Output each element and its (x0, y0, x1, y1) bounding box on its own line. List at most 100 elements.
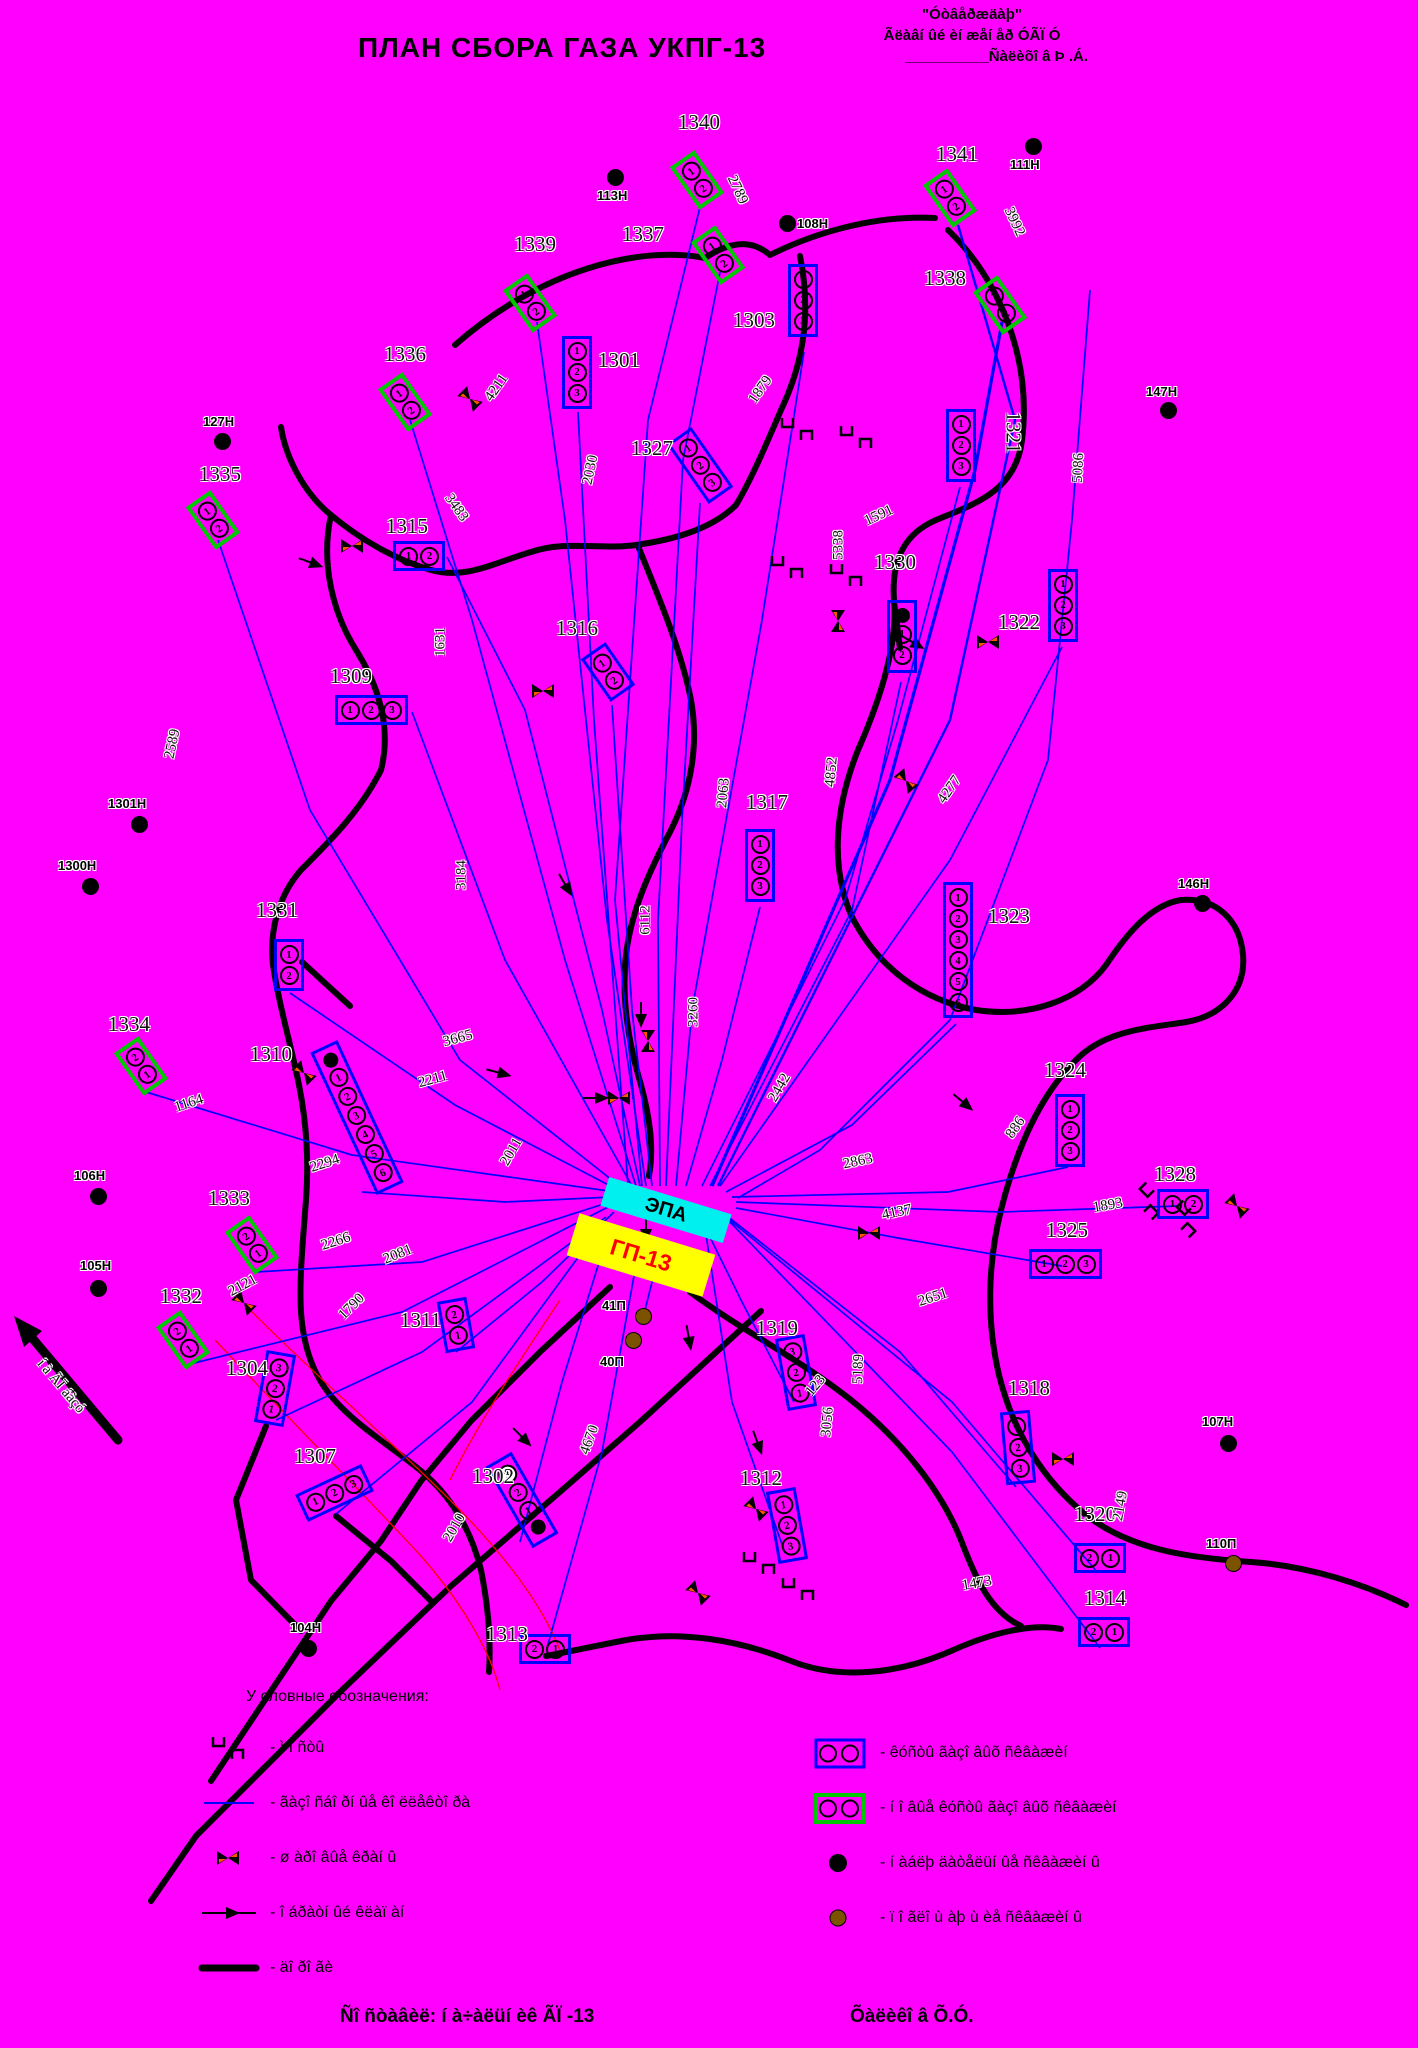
well-circle: 1 (1053, 574, 1073, 594)
piezometric-well-dot (635, 1308, 652, 1325)
well-circle: 1 (1101, 1548, 1120, 1568)
ball-valve-icon (893, 768, 919, 794)
cluster-label-1336: 1336 (384, 342, 426, 366)
well-circle: 1 (750, 834, 770, 854)
well-label-108Н: 108Н (797, 216, 829, 231)
well-circle: 3 (1060, 1141, 1080, 1161)
well-circle: 1 (1005, 1415, 1027, 1437)
approval-block: "Óòâåðæäàþ" Ãëàâí ûé èí æåí åð ÓÃÏ Ó ___… (856, 4, 1088, 67)
cluster-label-1304: 1304 (226, 1356, 268, 1380)
pipe-length-label: 5189 (849, 1353, 868, 1385)
cluster-label-1307: 1307 (294, 1444, 336, 1468)
legend-symbol-cluster2new-icon (814, 1793, 866, 1824)
gas-collector-line (361, 1191, 613, 1203)
legend-symbol-dotbrown-icon (829, 1909, 847, 1927)
gas-collector-line (709, 681, 902, 1187)
well-circle: 3 (1053, 616, 1073, 636)
well-circle: 2 (361, 700, 381, 720)
legend-symbol-valve-icon (217, 1851, 239, 1865)
gas-collector-line (699, 1216, 795, 1403)
ball-valve-icon (831, 610, 845, 632)
ball-valve-icon (532, 684, 554, 698)
well-label-105Н: 105Н (80, 1258, 112, 1273)
ball-valve-icon (1052, 1452, 1074, 1466)
gas-collector-line (145, 1091, 617, 1193)
well-circle: 2 (1060, 1120, 1080, 1140)
well-label-113Н: 113Н (597, 188, 628, 203)
gas-collector-line (275, 1216, 607, 1421)
gas-collector-line (735, 1201, 1179, 1213)
red-boundary-line (449, 1299, 561, 1481)
pipe-length-label: 4852 (822, 756, 841, 788)
cluster-label-1320: 1320 (1074, 1502, 1116, 1526)
well-circle: 3 (951, 456, 971, 476)
ball-valve-icon (1224, 1193, 1250, 1219)
well-circle: 2 (1084, 1622, 1103, 1642)
legend-item-text: - î áðàòí ûé êëàï àí (270, 1904, 405, 1921)
legend-header: У словные обозначения: (246, 1688, 429, 1705)
well-circle: 3 (567, 383, 587, 403)
legend-item-left-2: - ø àðî âûå êðàí û (198, 1838, 396, 1878)
well-circle: 2 (750, 855, 770, 875)
cluster-label-1317: 1317 (746, 790, 788, 814)
observation-well-dot (779, 215, 796, 232)
check-valve-icon (486, 1066, 512, 1079)
observation-well-dot (1160, 402, 1177, 419)
cluster-label-1312: 1312 (740, 1466, 782, 1490)
check-valve-icon (635, 1002, 647, 1028)
red-boundary-line (249, 1309, 561, 1651)
well-circle: 1 (951, 414, 971, 434)
cluster-label-1330: 1330 (874, 550, 916, 574)
cluster-label-1302: 1302 (472, 1464, 514, 1488)
well-circle: 2 (443, 1303, 466, 1326)
gas-collector-line (703, 1221, 786, 1554)
piezometric-well-dot (625, 1332, 642, 1349)
check-valve-icon (558, 873, 572, 897)
check-valve-icon (682, 1325, 695, 1351)
well-circle: 4 (948, 951, 968, 970)
check-valve-icon (583, 1092, 609, 1104)
road-line (299, 959, 353, 1009)
ball-valve-icon (608, 1091, 630, 1105)
well-circle: 2 (892, 645, 912, 665)
well-label-106Н: 106Н (74, 1168, 106, 1183)
well-label-146Н: 146Н (1178, 876, 1210, 891)
well-label-41П: 41П (602, 1298, 626, 1313)
well-circle: 2 (525, 1639, 544, 1659)
legend-item-left-4: - äî ðî ãè (198, 1948, 333, 1988)
gas-collector-line (725, 1023, 957, 1193)
well-circle: 1 (892, 624, 912, 644)
well-label-127Н: 127Н (203, 414, 235, 429)
observation-well-dot (214, 433, 231, 450)
well-circle: 2 (1053, 595, 1073, 615)
pipe-length-label: 6112 (637, 905, 654, 935)
bridge-icon (742, 1552, 776, 1574)
gas-collector-line (289, 992, 623, 1193)
pipe-length-label: 3184 (453, 860, 470, 890)
ball-valve-icon (743, 1496, 769, 1522)
well-circle: 3 (948, 930, 968, 949)
well-circle: 1 (1060, 1099, 1080, 1119)
well-circle: 3 (781, 1340, 804, 1363)
road-line (543, 1624, 1064, 1676)
legend-item-left-0: - ì î ñòû (198, 1728, 324, 1768)
pipe-length-label: 3056 (818, 1406, 837, 1438)
well-label-111Н: 111Н (1010, 157, 1040, 172)
road-line (148, 1833, 199, 1904)
cluster-label-1309: 1309 (330, 664, 372, 688)
check-valve-icon (512, 1427, 532, 1447)
observation-well-dot (300, 1640, 317, 1657)
well-circle: 1 (1105, 1622, 1124, 1642)
pipe-length-label: 1631 (432, 627, 449, 657)
well-circle: 1 (948, 888, 968, 907)
legend-item-text: - ï î ãëî ù àþ ù èå ñêâàæèí û (880, 1909, 1082, 1926)
well-circle: 2 (1184, 1194, 1203, 1214)
well-circle: 1 (302, 1489, 328, 1515)
